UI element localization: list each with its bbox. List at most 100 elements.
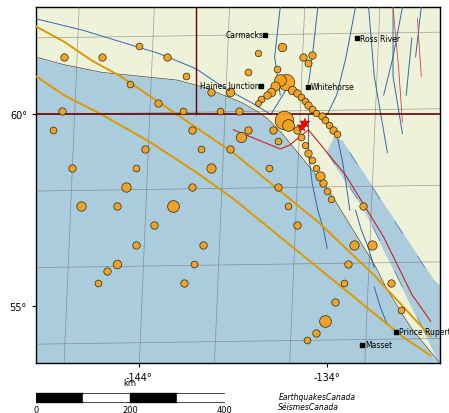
Point — [275, 139, 282, 145]
Point — [320, 180, 327, 187]
Point — [324, 188, 331, 195]
Point — [226, 89, 233, 95]
Point — [132, 165, 139, 172]
Text: Whitehorse: Whitehorse — [310, 83, 354, 92]
Point — [170, 204, 177, 210]
Point — [322, 118, 329, 124]
Point — [288, 87, 295, 94]
Text: 0: 0 — [33, 406, 39, 413]
Point — [341, 280, 348, 287]
Point — [297, 95, 304, 101]
Point — [313, 165, 320, 172]
Point — [77, 204, 84, 210]
Text: Haines Junction: Haines Junction — [200, 82, 260, 91]
Point — [188, 185, 195, 191]
Point — [113, 261, 120, 268]
Point — [198, 146, 205, 153]
Point — [183, 74, 190, 80]
Point — [59, 108, 66, 115]
Point — [273, 66, 280, 73]
Text: 200: 200 — [122, 406, 138, 413]
Point — [387, 280, 395, 287]
Text: 400: 400 — [216, 406, 233, 413]
Point — [265, 165, 273, 172]
Point — [294, 91, 301, 97]
Point — [284, 123, 291, 129]
Point — [190, 261, 198, 268]
Point — [164, 55, 171, 61]
Point — [299, 55, 306, 61]
Point — [181, 280, 188, 287]
Point — [104, 268, 111, 275]
Text: EarthquakesCanada
SéismesCanada: EarthquakesCanada SéismesCanada — [278, 392, 355, 411]
Point — [226, 146, 233, 153]
Point — [136, 43, 143, 50]
Point — [281, 118, 288, 124]
Point — [331, 299, 339, 306]
Polygon shape — [327, 138, 440, 363]
Point — [154, 100, 162, 107]
Point — [98, 55, 106, 61]
Point — [301, 142, 308, 149]
Point — [68, 165, 75, 172]
Point — [322, 318, 329, 325]
Text: Masset: Masset — [365, 341, 392, 349]
Point — [245, 127, 252, 134]
Point — [301, 99, 308, 105]
Point — [327, 196, 335, 202]
Text: Carmacks: Carmacks — [225, 31, 264, 40]
Point — [141, 146, 149, 153]
Point — [258, 97, 265, 103]
Point — [308, 53, 316, 59]
Point — [275, 185, 282, 191]
Point — [264, 93, 271, 100]
Point — [305, 102, 312, 109]
Point — [113, 204, 120, 210]
Text: km: km — [124, 378, 136, 387]
Point — [200, 242, 207, 248]
Point — [245, 70, 252, 76]
Point — [254, 100, 261, 107]
Point — [369, 242, 376, 248]
Polygon shape — [36, 8, 440, 363]
Point — [313, 330, 320, 336]
Point — [284, 204, 291, 210]
Point — [132, 242, 139, 248]
Point — [318, 114, 325, 121]
Point — [313, 110, 320, 116]
Point — [350, 242, 357, 248]
Point — [294, 223, 301, 229]
Point — [359, 204, 366, 210]
Point — [344, 261, 352, 268]
Point — [237, 135, 244, 141]
Point — [316, 173, 323, 180]
Point — [94, 280, 101, 287]
Point — [326, 123, 333, 129]
Point — [278, 45, 286, 52]
Point — [294, 127, 301, 134]
Text: Prince Rupert: Prince Rupert — [399, 328, 449, 337]
Point — [126, 81, 133, 88]
Point — [333, 131, 340, 138]
Point — [308, 106, 316, 113]
Point — [308, 158, 316, 164]
Point — [267, 89, 274, 95]
Point — [207, 89, 214, 95]
Point — [235, 108, 242, 115]
Point — [397, 307, 404, 313]
Point — [271, 83, 278, 90]
Point — [297, 135, 304, 141]
Point — [305, 150, 312, 157]
Point — [254, 51, 261, 57]
Point — [49, 127, 57, 134]
Point — [216, 108, 224, 115]
Point — [151, 223, 158, 229]
Point — [277, 78, 284, 84]
Point — [329, 127, 336, 134]
Point — [188, 127, 195, 134]
Point — [179, 108, 186, 115]
Point — [303, 337, 310, 344]
Point — [123, 185, 130, 191]
Point — [282, 79, 290, 86]
Point — [61, 55, 68, 61]
